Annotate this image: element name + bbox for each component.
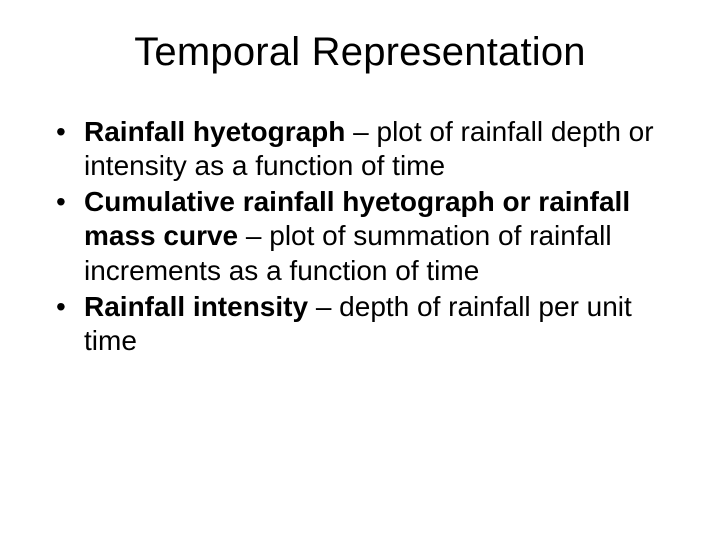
slide: Temporal Representation Rainfall hyetogr… [0,0,720,540]
list-item: Rainfall hyetograph – plot of rainfall d… [50,115,670,183]
term: Rainfall hyetograph [84,116,345,147]
slide-title: Temporal Representation [50,30,670,75]
bullet-list: Rainfall hyetograph – plot of rainfall d… [50,115,670,358]
list-item: Cumulative rainfall hyetograph or rainfa… [50,185,670,287]
term: Rainfall intensity [84,291,308,322]
list-item: Rainfall intensity – depth of rainfall p… [50,290,670,358]
